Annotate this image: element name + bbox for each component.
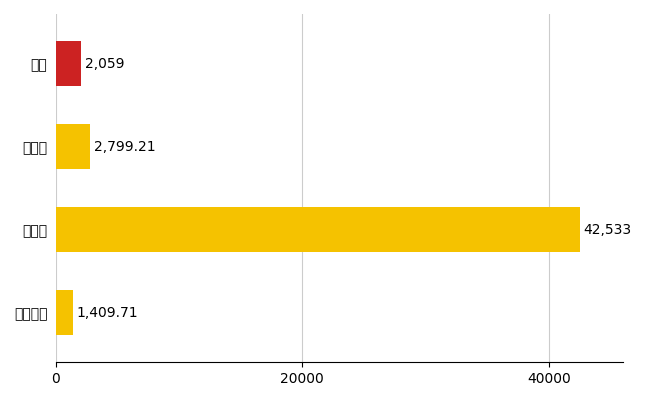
Bar bbox=[56, 124, 90, 170]
Text: 2,799.21: 2,799.21 bbox=[94, 140, 155, 154]
Bar bbox=[56, 207, 580, 252]
Text: 2,059: 2,059 bbox=[84, 57, 124, 71]
Bar bbox=[56, 41, 81, 86]
Text: 42,533: 42,533 bbox=[584, 223, 632, 237]
Text: 1,409.71: 1,409.71 bbox=[77, 306, 138, 320]
Bar bbox=[56, 290, 73, 336]
